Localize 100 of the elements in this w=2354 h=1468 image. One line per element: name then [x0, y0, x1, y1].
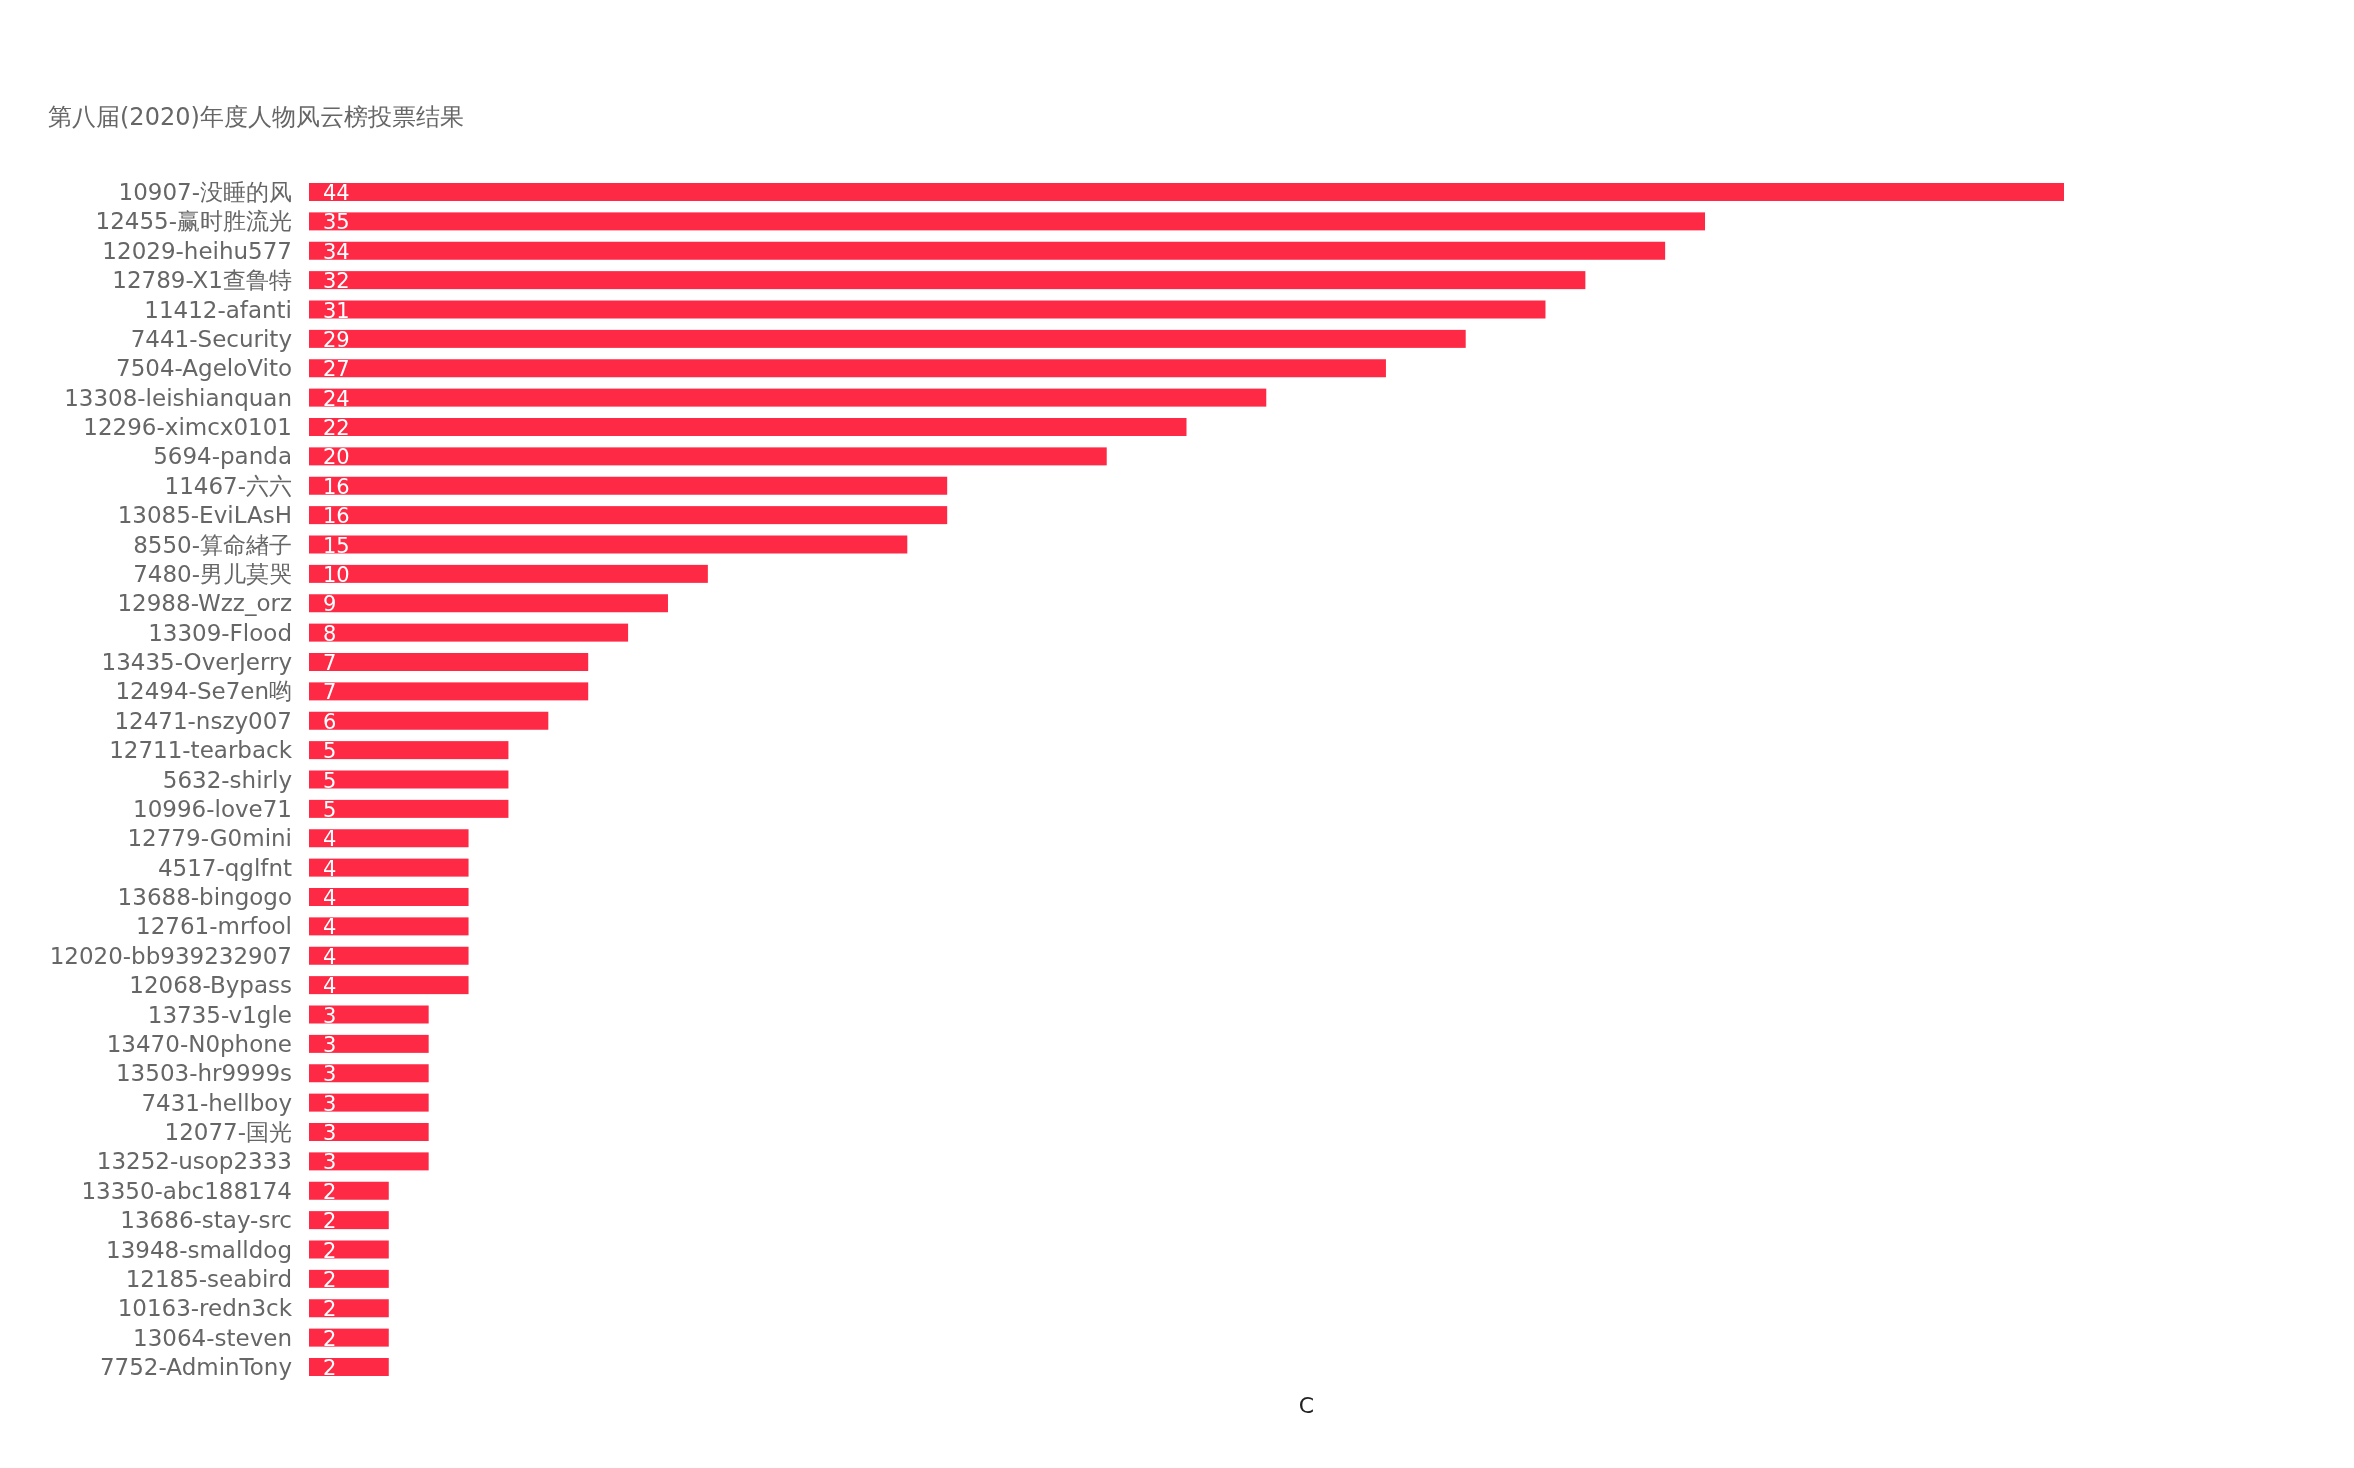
bar — [309, 917, 469, 936]
y-tick-label: 7480-男儿莫哭 — [133, 560, 292, 587]
data-label: 8 — [323, 621, 337, 646]
data-label: 3 — [323, 1091, 337, 1116]
y-tick-label: 12455-赢时胜流光 — [95, 208, 292, 235]
y-tick-label: 12779-G0mini — [127, 825, 292, 852]
data-label: 2 — [323, 1179, 337, 1204]
y-tick-label: 12029-heihu577 — [102, 237, 292, 264]
y-tick-label: 13252-usop2333 — [96, 1148, 292, 1175]
data-label: 31 — [323, 298, 350, 323]
y-tick-label: 13309-Flood — [148, 619, 292, 646]
y-tick-label: 13948-smalldog — [106, 1236, 292, 1263]
bar — [309, 976, 469, 995]
y-tick-label: 5632-shirly — [162, 766, 292, 793]
x-axis-title: C — [1298, 1393, 1315, 1418]
data-label: 15 — [323, 533, 350, 558]
bar — [309, 418, 1187, 436]
data-label: 3 — [323, 1003, 337, 1028]
bar — [309, 799, 509, 818]
bar — [309, 1064, 429, 1083]
data-label: 4 — [323, 974, 337, 999]
data-label: 16 — [323, 504, 350, 529]
data-label: 3 — [323, 1062, 337, 1087]
data-label: 5 — [323, 797, 337, 822]
y-tick-label: 12988-Wzz_orz — [117, 590, 292, 617]
data-label: 6 — [323, 709, 337, 734]
data-label: 2 — [323, 1356, 337, 1380]
y-tick-label: 12068-Bypass — [129, 972, 292, 999]
y-tick-label: 7441-Security — [130, 325, 292, 352]
bar — [309, 564, 708, 583]
data-label: 4 — [323, 886, 337, 910]
bar — [309, 329, 1466, 348]
chart-subtitle: 第八届(2020)年度人物风云榜投票结果 — [48, 103, 464, 131]
y-tick-label: 13435-OverJerry — [101, 649, 292, 675]
data-label: 3 — [323, 1121, 337, 1145]
bar — [309, 1358, 389, 1376]
data-label: 5 — [323, 768, 337, 793]
bar — [309, 1211, 389, 1230]
data-label: 2 — [323, 1209, 337, 1234]
y-tick-label: 11467-六六 — [164, 472, 292, 499]
bar — [309, 212, 1706, 231]
bar — [309, 741, 509, 760]
data-label: 2 — [323, 1326, 337, 1351]
bar — [309, 594, 668, 613]
y-tick-label: 10163-redn3ck — [117, 1295, 293, 1322]
data-label: 2 — [323, 1297, 337, 1322]
y-tick-label: 12761-mrfool — [136, 913, 292, 940]
data-label: 2 — [323, 1267, 337, 1292]
y-tick-label: 12296-ximcx0101 — [83, 414, 292, 440]
bar — [309, 1181, 389, 1200]
y-tick-label: 13085-EviLAsH — [117, 502, 292, 529]
data-label: 44 — [323, 181, 350, 205]
bar — [309, 388, 1267, 407]
data-label: 3 — [323, 1150, 337, 1175]
y-tick-label: 13688-bingogo — [117, 884, 292, 910]
data-label: 29 — [323, 327, 350, 352]
y-tick-label: 12077-国光 — [164, 1119, 292, 1145]
y-tick-label: 12494-Se7en哟 — [115, 678, 292, 705]
y-tick-label: 12789-X1查鲁特 — [112, 267, 292, 294]
y-tick-label: 13735-v1gle — [147, 1001, 292, 1028]
y-tick-label: 10907-没睡的风 — [118, 179, 292, 205]
bar — [309, 476, 948, 495]
data-label: 32 — [323, 269, 350, 294]
y-tick-label: 5694-panda — [153, 443, 292, 470]
bar — [309, 183, 2064, 201]
bar — [309, 241, 1666, 260]
bar — [309, 858, 469, 877]
data-label: 7 — [323, 680, 337, 705]
data-label: 10 — [323, 562, 350, 587]
bar — [309, 1152, 429, 1171]
y-tick-label: 12020-bb939232907 — [49, 942, 292, 969]
data-label: 20 — [323, 445, 350, 470]
bar — [309, 506, 948, 525]
y-tick-label: 10996-love71 — [133, 795, 292, 822]
y-tick-label: 12185-seabird — [125, 1265, 292, 1292]
y-tick-label: 7504-AgeloVito — [116, 355, 292, 382]
bar — [309, 623, 629, 642]
bar — [309, 682, 589, 701]
data-label: 5 — [323, 739, 337, 764]
y-tick-label: 7431-hellboy — [141, 1089, 292, 1116]
data-label: 24 — [323, 386, 350, 411]
bar — [309, 359, 1386, 378]
y-tick-label: 13470-N0phone — [106, 1030, 292, 1057]
bar — [309, 447, 1107, 466]
bar — [309, 300, 1546, 319]
bar — [309, 1123, 429, 1141]
data-label: 4 — [323, 915, 337, 940]
y-tick-label: 7752-AdminTony — [99, 1354, 292, 1380]
bar — [309, 1034, 429, 1053]
y-tick-label: 13350-abc188174 — [81, 1177, 292, 1204]
bar — [309, 1093, 429, 1112]
bar — [309, 1328, 389, 1347]
y-tick-label: 13503-hr9999s — [115, 1060, 292, 1087]
data-label: 7 — [323, 651, 337, 675]
bar — [309, 829, 469, 848]
y-tick-label: 13686-stay-src — [120, 1207, 292, 1234]
y-tick-label: 12471-nszy007 — [114, 707, 292, 734]
y-tick-label: 13064-steven — [133, 1324, 292, 1351]
bar — [309, 888, 469, 906]
y-tick-label: 11412-afanti — [144, 296, 292, 323]
